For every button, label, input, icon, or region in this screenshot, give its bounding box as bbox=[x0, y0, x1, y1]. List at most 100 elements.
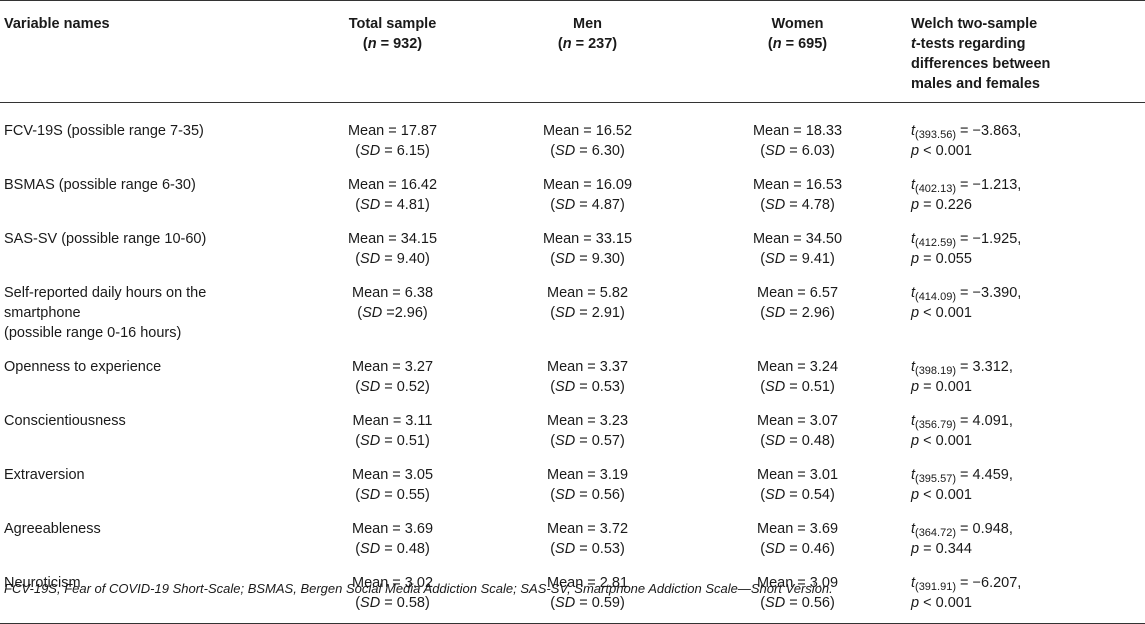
header-total-sample: Total sample (n = 932) bbox=[300, 1, 485, 103]
header-welch-line2: t-tests regarding bbox=[911, 36, 1026, 52]
total-mean: Mean = 17.87 bbox=[347, 123, 438, 139]
table-row: Conscientiousness Mean = 3.11 (SD = 0.51… bbox=[0, 397, 1145, 451]
cell-welch: t(393.56) = −3.863, p < 0.001 bbox=[905, 103, 1145, 162]
men-sd: (SD = 0.57) bbox=[550, 433, 625, 449]
men-sd: (SD = 6.30) bbox=[550, 143, 625, 159]
cell-variable: Extraversion bbox=[0, 451, 300, 505]
women-sd: (SD = 0.46) bbox=[760, 541, 835, 557]
women-sd: (SD = 4.78) bbox=[760, 197, 835, 213]
cell-total: Mean = 3.27 (SD = 0.52) bbox=[300, 343, 485, 397]
cell-welch: t(402.13) = −1.213, p = 0.226 bbox=[905, 161, 1145, 215]
variable-name-line: FCV-19S (possible range 7-35) bbox=[4, 123, 204, 139]
cell-total: Mean = 6.38 (SD =2.96) bbox=[300, 269, 485, 343]
women-mean: Mean = 6.57 bbox=[756, 285, 839, 301]
welch-t-statistic: t(364.72) = 0.948, bbox=[911, 521, 1013, 539]
total-sd: (SD = 0.51) bbox=[355, 433, 430, 449]
cell-total: Mean = 3.69 (SD = 0.48) bbox=[300, 505, 485, 559]
table-row: FCV-19S (possible range 7-35) Mean = 17.… bbox=[0, 103, 1145, 162]
men-sd: (SD = 0.53) bbox=[550, 379, 625, 395]
women-mean: Mean = 16.53 bbox=[752, 177, 843, 193]
cell-variable: BSMAS (possible range 6-30) bbox=[0, 161, 300, 215]
table-row: Agreeableness Mean = 3.69 (SD = 0.48) Me… bbox=[0, 505, 1145, 559]
cell-welch: t(414.09) = −3.390, p < 0.001 bbox=[905, 269, 1145, 343]
cell-women: Mean = 3.01 (SD = 0.54) bbox=[690, 451, 905, 505]
welch-t-statistic: t(412.59) = −1.925, bbox=[911, 231, 1022, 249]
header-variable-label: Variable names bbox=[4, 16, 110, 32]
cell-welch: t(395.57) = 4.459, p < 0.001 bbox=[905, 451, 1145, 505]
welch-t-statistic: t(391.91) = −6.207, bbox=[911, 575, 1022, 593]
variable-name-line: Openness to experience bbox=[4, 359, 162, 375]
total-sd: (SD = 0.58) bbox=[355, 595, 430, 611]
header-welch-tests: Welch two-sample t-tests regarding diffe… bbox=[905, 1, 1145, 103]
cell-men: Mean = 33.15 (SD = 9.30) bbox=[485, 215, 690, 269]
women-sd: (SD = 0.56) bbox=[760, 595, 835, 611]
cell-men: Mean = 16.52 (SD = 6.30) bbox=[485, 103, 690, 162]
total-mean: Mean = 6.38 bbox=[351, 285, 434, 301]
total-mean: Mean = 34.15 bbox=[347, 231, 438, 247]
women-sd: (SD = 6.03) bbox=[760, 143, 835, 159]
welch-t-statistic: t(414.09) = −3.390, bbox=[911, 285, 1022, 303]
welch-p-value: p = 0.344 bbox=[911, 541, 972, 557]
men-mean: Mean = 16.09 bbox=[542, 177, 633, 193]
header-total-label: Total sample bbox=[348, 16, 437, 32]
table-footnote: FCV-19S, Fear of COVID-19 Short-Scale; B… bbox=[4, 581, 833, 596]
total-mean: Mean = 3.27 bbox=[351, 359, 434, 375]
cell-total: Mean = 17.87 (SD = 6.15) bbox=[300, 103, 485, 162]
total-sd: (SD =2.96) bbox=[357, 305, 428, 321]
total-mean: Mean = 3.69 bbox=[351, 521, 434, 537]
variable-name-line: smartphone bbox=[4, 305, 81, 321]
women-sd: (SD = 0.51) bbox=[760, 379, 835, 395]
header-welch-line3: differences between bbox=[911, 56, 1051, 72]
cell-women: Mean = 18.33 (SD = 6.03) bbox=[690, 103, 905, 162]
cell-variable: Openness to experience bbox=[0, 343, 300, 397]
table-body: FCV-19S (possible range 7-35) Mean = 17.… bbox=[0, 103, 1145, 624]
header-variable-names: Variable names bbox=[0, 1, 300, 103]
cell-women: Mean = 16.53 (SD = 4.78) bbox=[690, 161, 905, 215]
header-total-n: (n = 932) bbox=[362, 36, 423, 52]
header-men: Men (n = 237) bbox=[485, 1, 690, 103]
cell-women: Mean = 3.07 (SD = 0.48) bbox=[690, 397, 905, 451]
cell-welch: t(412.59) = −1.925, p = 0.055 bbox=[905, 215, 1145, 269]
cell-women: Mean = 34.50 (SD = 9.41) bbox=[690, 215, 905, 269]
women-mean: Mean = 3.07 bbox=[756, 413, 839, 429]
cell-welch: t(364.72) = 0.948, p = 0.344 bbox=[905, 505, 1145, 559]
women-sd: (SD = 2.96) bbox=[760, 305, 835, 321]
total-sd: (SD = 0.52) bbox=[355, 379, 430, 395]
total-mean: Mean = 16.42 bbox=[347, 177, 438, 193]
women-sd: (SD = 0.54) bbox=[760, 487, 835, 503]
cell-variable: Self-reported daily hours on the smartpho… bbox=[0, 269, 300, 343]
variable-name-line: Extraversion bbox=[4, 467, 85, 483]
variable-name-line: Neuroticism bbox=[4, 575, 81, 591]
total-mean: Mean = 3.05 bbox=[351, 467, 434, 483]
cell-men: Mean = 3.72 (SD = 0.53) bbox=[485, 505, 690, 559]
variable-name-line: SAS-SV (possible range 10-60) bbox=[4, 231, 207, 247]
welch-p-value: p = 0.001 bbox=[911, 379, 972, 395]
men-mean: Mean = 2.81 bbox=[546, 575, 629, 591]
total-sd: (SD = 0.48) bbox=[355, 541, 430, 557]
cell-men: Mean = 5.82 (SD = 2.91) bbox=[485, 269, 690, 343]
cell-total: Mean = 3.05 (SD = 0.55) bbox=[300, 451, 485, 505]
cell-women: Mean = 3.69 (SD = 0.46) bbox=[690, 505, 905, 559]
cell-total: Mean = 3.11 (SD = 0.51) bbox=[300, 397, 485, 451]
women-mean: Mean = 34.50 bbox=[752, 231, 843, 247]
cell-variable: Agreeableness bbox=[0, 505, 300, 559]
men-sd: (SD = 4.87) bbox=[550, 197, 625, 213]
women-mean: Mean = 18.33 bbox=[752, 123, 843, 139]
cell-women: Mean = 3.24 (SD = 0.51) bbox=[690, 343, 905, 397]
header-women: Women (n = 695) bbox=[690, 1, 905, 103]
women-sd: (SD = 9.41) bbox=[760, 251, 835, 267]
men-mean: Mean = 3.23 bbox=[546, 413, 629, 429]
men-mean: Mean = 33.15 bbox=[542, 231, 633, 247]
cell-men: Mean = 3.19 (SD = 0.56) bbox=[485, 451, 690, 505]
cell-welch: t(398.19) = 3.312, p = 0.001 bbox=[905, 343, 1145, 397]
women-mean: Mean = 3.69 bbox=[756, 521, 839, 537]
welch-t-statistic: t(393.56) = −3.863, bbox=[911, 123, 1022, 141]
women-mean: Mean = 3.01 bbox=[756, 467, 839, 483]
total-sd: (SD = 6.15) bbox=[355, 143, 430, 159]
cell-welch: t(391.91) = −6.207, p < 0.001 bbox=[905, 559, 1145, 624]
women-mean: Mean = 3.09 bbox=[756, 575, 839, 591]
men-mean: Mean = 3.72 bbox=[546, 521, 629, 537]
header-women-label: Women bbox=[771, 16, 824, 32]
welch-p-value: p = 0.055 bbox=[911, 251, 972, 267]
